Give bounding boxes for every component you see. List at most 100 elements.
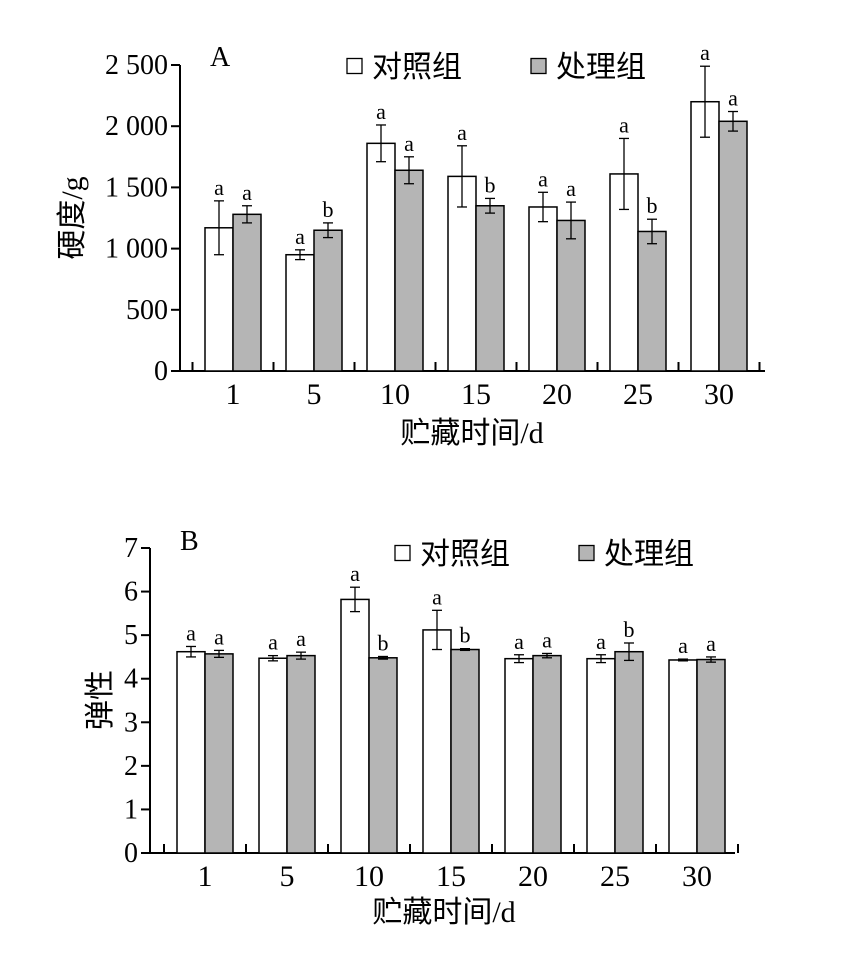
error-bar (378, 655, 388, 660)
error-bar (728, 110, 738, 132)
bar-control (204, 227, 234, 372)
x-tick-label: 20 (518, 860, 548, 893)
error-bar (624, 642, 634, 662)
x-tick-label: 30 (704, 378, 734, 411)
legend-swatch (530, 57, 547, 75)
y-tick-label: 3 (124, 707, 138, 738)
y-tick-label: 2 (124, 751, 138, 782)
x-tick-label: 5 (280, 860, 295, 893)
bar-control (285, 253, 315, 372)
bar-treatment (696, 658, 726, 854)
x-tick-label: 10 (380, 378, 410, 411)
error-bar (457, 145, 467, 208)
legend-swatch (394, 544, 411, 562)
bar-treatment (556, 219, 586, 372)
panel-label: A (210, 42, 231, 73)
significance-letter: a (706, 631, 716, 656)
bar-control (366, 142, 396, 372)
bar-treatment (614, 650, 644, 854)
significance-letter: a (566, 176, 576, 201)
x-tick-label: 25 (600, 860, 630, 893)
significance-letter: b (378, 630, 389, 655)
x-axis-title: 贮藏时间/d (400, 417, 543, 450)
significance-letter: a (376, 99, 386, 124)
significance-letter: a (457, 120, 467, 145)
x-tick-label: 25 (623, 378, 653, 411)
error-bar (404, 156, 414, 185)
y-axis-title: 硬度/g (56, 176, 89, 259)
significance-letter: a (296, 626, 306, 651)
significance-letter: a (186, 620, 196, 645)
bar-treatment (532, 654, 562, 854)
error-bar (376, 124, 386, 163)
error-bar (214, 649, 224, 659)
significance-letter: a (596, 629, 606, 654)
significance-letter: a (700, 40, 710, 65)
significance-letter: a (214, 624, 224, 649)
x-tick-label: 1 (198, 860, 213, 893)
bar-treatment (368, 657, 398, 854)
legend-label: 处理组 (604, 538, 694, 571)
error-bar (542, 652, 552, 659)
bar-control (668, 659, 698, 854)
x-tick-label: 20 (542, 378, 572, 411)
error-bar (323, 222, 333, 239)
significance-letter: a (214, 175, 224, 200)
bar-control (504, 657, 534, 854)
significance-letter: a (404, 131, 414, 156)
significance-letter: b (624, 617, 635, 642)
significance-letter: b (485, 172, 496, 197)
bar-control (690, 100, 720, 372)
significance-letter: a (432, 584, 442, 609)
bar-control (447, 175, 477, 372)
error-bar (485, 197, 495, 214)
error-bar (242, 205, 252, 224)
bar-control (258, 657, 288, 854)
y-tick-label: 7 (124, 533, 138, 564)
error-bar (295, 249, 305, 261)
x-tick-label: 1 (226, 378, 241, 411)
error-bar (619, 137, 629, 211)
y-tick-label: 2 500 (105, 50, 168, 81)
bar-control (340, 598, 370, 854)
y-tick-label: 5 (124, 620, 138, 651)
x-tick-label: 10 (354, 860, 384, 893)
y-tick-label: 1 (124, 794, 138, 825)
bar-treatment (232, 213, 262, 372)
bar-control (422, 629, 452, 854)
bar-treatment (204, 653, 234, 854)
x-tick-label: 15 (436, 860, 466, 893)
significance-letter: a (295, 224, 305, 249)
error-bar (460, 648, 470, 652)
bar-treatment (313, 229, 343, 372)
bar-control (176, 650, 206, 854)
legend-swatch (346, 57, 363, 75)
significance-letter: b (323, 197, 334, 222)
error-bar (514, 654, 524, 664)
y-axis-title: 弹性 (84, 670, 117, 730)
panel-label: B (180, 526, 199, 557)
y-tick-label: 4 (124, 664, 138, 695)
error-bar (700, 65, 710, 138)
error-bar (706, 656, 716, 663)
bar-control (528, 206, 558, 372)
error-bar (432, 609, 442, 651)
significance-letter: a (542, 627, 552, 652)
significance-letter: a (242, 180, 252, 205)
error-bar (566, 201, 576, 240)
bar-treatment (394, 169, 424, 372)
y-tick-label: 2 000 (105, 111, 168, 142)
x-tick-label: 15 (461, 378, 491, 411)
error-bar (296, 651, 306, 660)
significance-letter: b (460, 623, 471, 648)
significance-letter: b (647, 193, 658, 218)
error-bar (186, 645, 196, 658)
significance-letter: a (514, 629, 524, 654)
x-tick-label: 30 (682, 860, 712, 893)
error-bar (350, 586, 360, 613)
error-bar (647, 218, 657, 245)
significance-letter: a (619, 112, 629, 137)
y-tick-label: 500 (126, 295, 168, 326)
